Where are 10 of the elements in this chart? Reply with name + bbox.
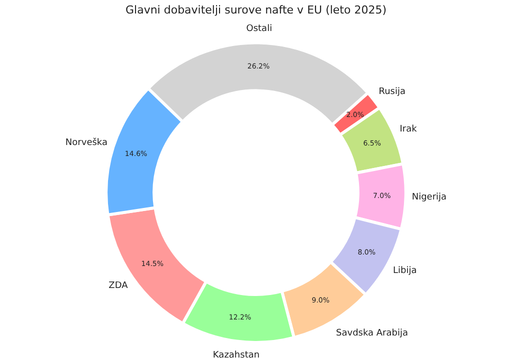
slice-label: Norveška [65, 137, 108, 148]
slice-label: Ostali [246, 24, 272, 34]
slice-label: Nigerija [412, 192, 447, 202]
slice-label: Irak [400, 124, 418, 134]
slice-label: Libija [392, 266, 417, 276]
slice-label: Kazahstan [212, 350, 260, 358]
slice-label: Savdska Arabija [336, 328, 408, 339]
slice-label: ZDA [108, 281, 129, 292]
slice-label: Rusija [378, 86, 406, 97]
chart-title: Glavni dobavitelji surove nafte v EU (leto 2025) [125, 3, 387, 16]
